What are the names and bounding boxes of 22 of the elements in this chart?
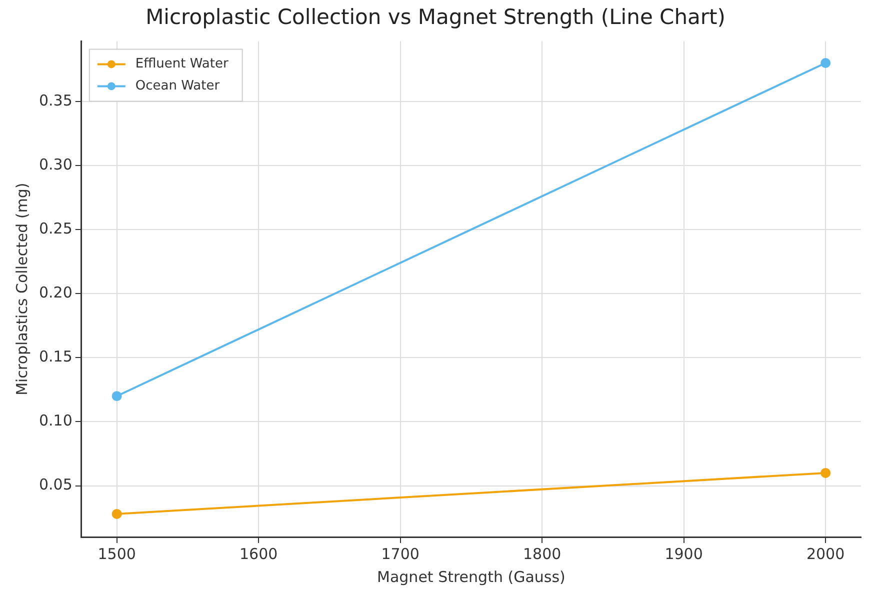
- point: [820, 468, 831, 478]
- y-axis-title: Microplastics Collected (mg): [12, 182, 31, 396]
- y-tick-label: 0.05: [38, 476, 72, 494]
- y-tick-label: 0.35: [38, 91, 72, 110]
- x-tick-label: 1700: [381, 544, 420, 563]
- y-tick-label: 0.10: [38, 412, 72, 430]
- x-tick-label: 1500: [98, 544, 136, 563]
- x-tick-label: 1900: [664, 544, 703, 563]
- y-tick-label: 0.20: [38, 283, 72, 302]
- legend-label: Effluent Water: [135, 56, 229, 72]
- legend-label: Ocean Water: [135, 78, 220, 94]
- chart-title: Microplastic Collection vs Magnet Strength (Line Chart): [146, 5, 726, 30]
- x-axis-title: Magnet Strength (Gauss): [377, 568, 566, 586]
- x-tick-label: 1800: [522, 544, 562, 563]
- y-tick-label: 0.30: [38, 155, 72, 174]
- y-tick-label: 0.15: [38, 348, 72, 366]
- y-tick-label: 0.25: [38, 219, 72, 238]
- x-tick-label: 2000: [806, 544, 845, 563]
- point: [820, 58, 831, 68]
- point: [112, 508, 122, 519]
- x-tick-label: 1600: [239, 544, 278, 563]
- point: [112, 391, 122, 402]
